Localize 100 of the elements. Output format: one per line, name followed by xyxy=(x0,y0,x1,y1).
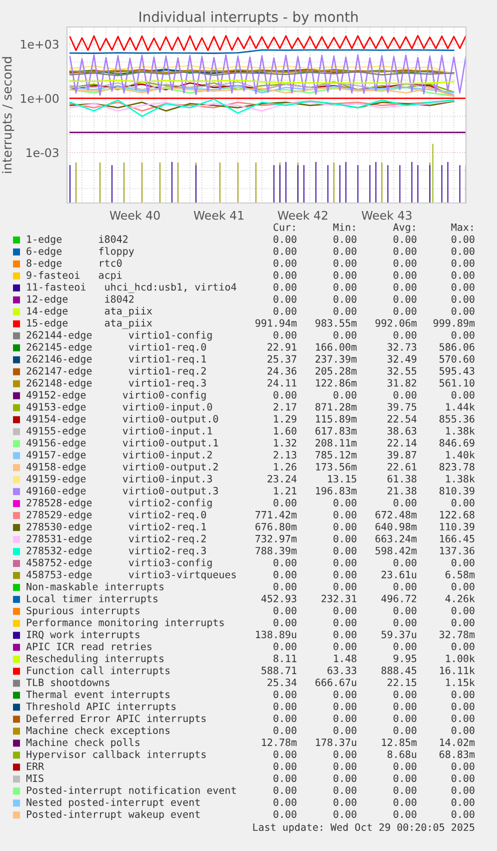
legend-label: 262146-edge virtio1-req.1 xyxy=(26,354,206,365)
text: 1.21 xyxy=(274,486,296,494)
legend-label: 49155-edge virtio0-input.1 xyxy=(26,426,212,437)
legend-label: Deferred Error APIC interrupts xyxy=(26,714,206,724)
text: 208.11m xyxy=(316,439,357,447)
text: 8.11 xyxy=(274,654,296,662)
text: 63.33 xyxy=(328,666,356,674)
text: 8.68u xyxy=(388,750,416,758)
legend-label: 49159-edge virtio0-input.3 xyxy=(26,474,212,484)
text: 0.00 xyxy=(334,798,356,806)
text: 0.00 xyxy=(394,774,416,782)
text: 22.14 xyxy=(388,439,417,446)
text: 0.00 xyxy=(394,582,416,590)
text: 1.29 xyxy=(274,415,296,423)
legend-label: ERR xyxy=(26,762,44,770)
text: 0.00 xyxy=(274,750,296,758)
y-tick-label: 1e+03 xyxy=(20,40,58,49)
chart-title: Individual interrupts - by month xyxy=(140,11,358,25)
text: 561.10 xyxy=(440,379,474,387)
x-tick-label: Week 42 xyxy=(278,210,328,220)
text: 1.15k xyxy=(446,678,475,686)
text: 0.00 xyxy=(452,295,474,303)
text: 0.00 xyxy=(452,606,474,614)
text: 0.00 xyxy=(334,391,356,399)
text: 0.00 xyxy=(334,259,356,267)
text: 24.11 xyxy=(268,379,296,387)
text: 823.78 xyxy=(440,462,474,471)
text: 1.48 xyxy=(334,654,356,662)
text: 0.00 xyxy=(394,307,416,315)
legend-label: Performance monitoring interrupts xyxy=(26,618,224,628)
text: 1.44k xyxy=(446,402,475,411)
text: 22.54 xyxy=(388,415,417,423)
text: 0.00 xyxy=(334,558,356,566)
text: 4.26k xyxy=(445,594,475,602)
text: 0.00 xyxy=(452,642,474,650)
text: 0.00 xyxy=(274,331,296,339)
text: Last update: Wed Oct 29 00:20:05 2025 xyxy=(253,823,474,833)
text: 0.00 xyxy=(274,307,296,315)
text: 0.00 xyxy=(394,391,416,399)
text: 0.00 xyxy=(452,714,474,722)
text: 68.83m xyxy=(440,750,475,758)
text: 0.00 xyxy=(334,702,356,710)
text: 0.00 xyxy=(452,331,474,339)
text: 110.39 xyxy=(440,522,474,530)
text: 32.55 xyxy=(388,367,416,375)
text: 999.89m xyxy=(433,319,475,327)
text: 0.00 xyxy=(334,534,356,542)
text: 0.00 xyxy=(334,690,356,698)
legend-label: 11-fasteoi uhci_hcd:usb1, virtio4 xyxy=(27,282,236,293)
text: 0.00 xyxy=(394,618,416,626)
text: 0.00 xyxy=(274,391,296,399)
legend-label: Hypervisor callback interrupts xyxy=(26,750,206,760)
text: 846.69 xyxy=(440,439,474,447)
text: 0.00 xyxy=(334,307,356,315)
legend-label: 458753-edge virtio3-virtqueues xyxy=(26,570,236,580)
text: 13.15 xyxy=(328,474,356,483)
text: 32.49 xyxy=(388,355,416,363)
text: 196.83m xyxy=(316,486,357,495)
text: 0.00 xyxy=(274,271,296,279)
text: 115.89m xyxy=(316,415,357,423)
legend-label: 8-edge rtc0 xyxy=(26,259,122,269)
legend-label: 12-edge i8042 xyxy=(27,295,134,305)
text: 0.00 xyxy=(394,235,416,243)
text: 0.00 xyxy=(394,259,416,267)
text: 12.85m xyxy=(382,738,417,746)
text: 22.15 xyxy=(388,678,416,686)
text: 0.00 xyxy=(334,714,356,722)
text: 0.00 xyxy=(334,786,356,794)
text: 39.75 xyxy=(388,403,416,411)
text: 676.80m xyxy=(256,522,297,530)
text: Avg: xyxy=(393,223,415,233)
text: 9.95 xyxy=(394,654,416,662)
text: 0.00 xyxy=(452,391,474,399)
text: 0.00 xyxy=(274,786,296,794)
legend-label: 262144-edge virtio1-config xyxy=(26,330,212,341)
text: 232.31 xyxy=(322,594,356,602)
text: 0.00 xyxy=(394,702,416,710)
text: 588.71 xyxy=(262,666,296,674)
text: 855.36 xyxy=(440,415,474,423)
x-tick-label: Week 41 xyxy=(194,210,244,220)
text: 0.00 xyxy=(274,618,296,626)
text: 0.00 xyxy=(274,642,296,650)
text: 1.60 xyxy=(274,427,296,435)
text: 6.58m xyxy=(446,570,475,578)
text: 871.28m xyxy=(315,403,357,411)
text: 0.00 xyxy=(394,714,416,722)
text: 122.68 xyxy=(440,510,474,518)
text: 23.24 xyxy=(268,474,297,483)
text: 0.00 xyxy=(334,606,356,614)
text: 0.00 xyxy=(334,498,356,506)
legend-label: 49156-edge virtio0-output.1 xyxy=(26,438,218,449)
text: 640.98m xyxy=(376,522,417,530)
text: 672.48m xyxy=(376,510,417,518)
text: 0.00 xyxy=(334,810,356,818)
text: 0.00 xyxy=(452,498,474,506)
text: 23.61u xyxy=(382,570,416,578)
text: 0.00 xyxy=(274,570,296,578)
text: 178.37u xyxy=(316,738,356,746)
legend-label: 49157-edge virtio0-input.2 xyxy=(26,450,212,461)
text: Max: xyxy=(451,223,473,231)
